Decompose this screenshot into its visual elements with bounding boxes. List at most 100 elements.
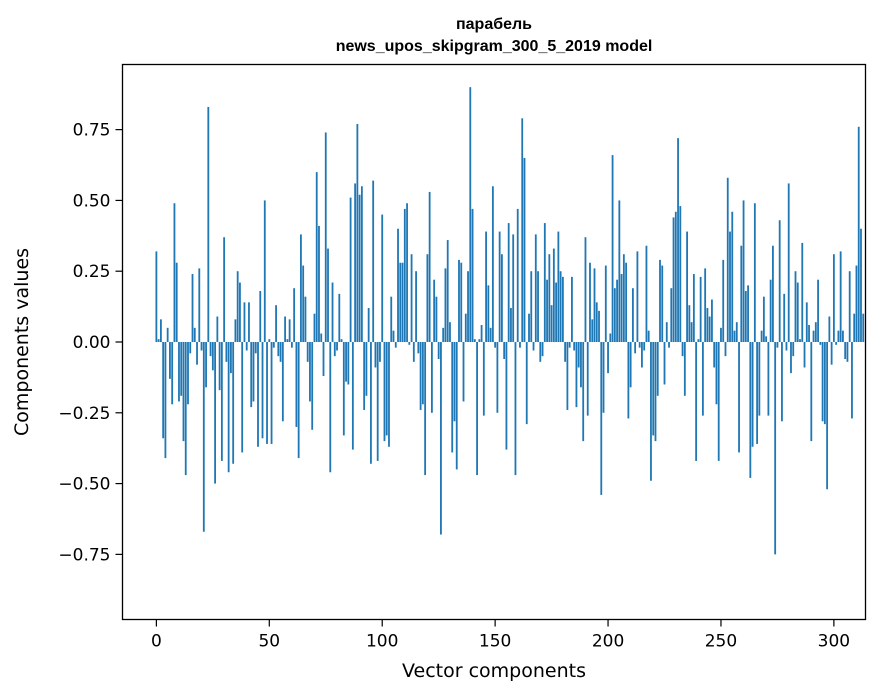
bar-6 [169,342,171,379]
bar-224 [661,265,664,342]
bar-184 [571,276,573,342]
bar-212 [634,342,637,354]
bar-111 [406,203,408,342]
bar-50 [268,339,271,342]
bar-171 [541,342,544,357]
y-tick-label: −0.50 [58,475,110,495]
bar-21 [202,342,205,532]
bar-231 [677,138,679,342]
bar-206 [620,274,623,342]
bar-16 [191,274,194,342]
bar-102 [385,342,388,436]
bar-88 [354,183,357,342]
bar-240 [697,339,700,342]
bar-59 [288,319,291,342]
bar-73 [320,333,323,342]
bar-252 [724,342,727,357]
bar-12 [182,342,185,442]
bar-109 [401,262,404,342]
bar-69 [311,342,314,430]
bar-33 [230,342,232,374]
bar-147 [487,285,490,342]
bar-2 [159,319,162,342]
bar-5 [166,327,169,342]
bar-72 [318,225,320,342]
bar-85 [347,342,350,385]
bar-98 [376,342,379,461]
bar-25 [211,342,214,371]
bar-305 [844,342,847,359]
bar-75 [324,132,327,342]
bar-262 [747,285,749,342]
bar-129 [446,240,449,342]
bar-215 [641,342,643,368]
plot-frame [121,63,867,621]
bar-263 [749,342,752,478]
bar-205 [618,200,621,342]
bar-53 [275,305,277,342]
bar-108 [399,262,402,342]
bar-89 [356,123,359,343]
bar-245 [708,316,711,342]
bar-307 [848,271,851,342]
bar-201 [609,333,612,342]
bar-41 [248,302,250,342]
bar-178 [557,231,560,342]
bar-282 [792,342,795,357]
bar-110 [403,208,406,342]
bar-32 [227,342,230,473]
bar-123 [433,279,436,342]
bar-304 [842,330,844,342]
y-tick-label: 0.00 [73,333,111,353]
bar-196 [598,310,600,342]
bar-197 [600,342,603,495]
bar-22 [205,342,207,388]
bars-group [155,87,865,555]
bar-105 [392,330,395,342]
bar-103 [388,342,390,447]
bar-169 [537,271,539,342]
bar-228 [670,288,673,342]
bar-203 [613,288,616,342]
bar-302 [837,330,840,342]
bar-256 [733,330,736,342]
bar-173 [546,279,548,342]
x-tick-label: 150 [479,632,511,652]
bar-146 [485,231,487,342]
bar-116 [417,342,420,354]
bar-122 [430,342,433,413]
bar-159 [514,342,517,476]
bar-132 [453,342,456,422]
bar-82 [340,339,343,342]
bar-273 [772,245,774,342]
bar-128 [444,268,447,342]
bar-244 [706,308,709,342]
bar-311 [857,126,860,342]
bar-119 [424,342,427,476]
bar-250 [720,327,722,342]
bar-101 [383,342,386,442]
bar-131 [451,342,454,453]
bar-114 [412,342,415,362]
bar-143 [478,339,481,342]
bar-164 [525,342,528,425]
bar-260 [742,200,745,342]
bar-133 [455,342,458,470]
bar-204 [616,279,618,342]
bar-278 [783,293,786,342]
bar-126 [440,342,442,535]
bar-227 [668,342,670,348]
bar-46 [259,291,262,342]
bar-118 [421,342,424,405]
bar-234 [683,342,686,396]
bar-55 [279,342,282,362]
bar-7 [171,342,174,405]
bar-296 [823,342,826,425]
bar-83 [342,342,345,436]
x-tick-label: 250 [705,632,737,652]
bar-3 [162,342,165,439]
bar-295 [821,342,824,422]
bar-8 [173,203,176,342]
bar-44 [254,342,257,354]
bar-34 [232,342,235,464]
